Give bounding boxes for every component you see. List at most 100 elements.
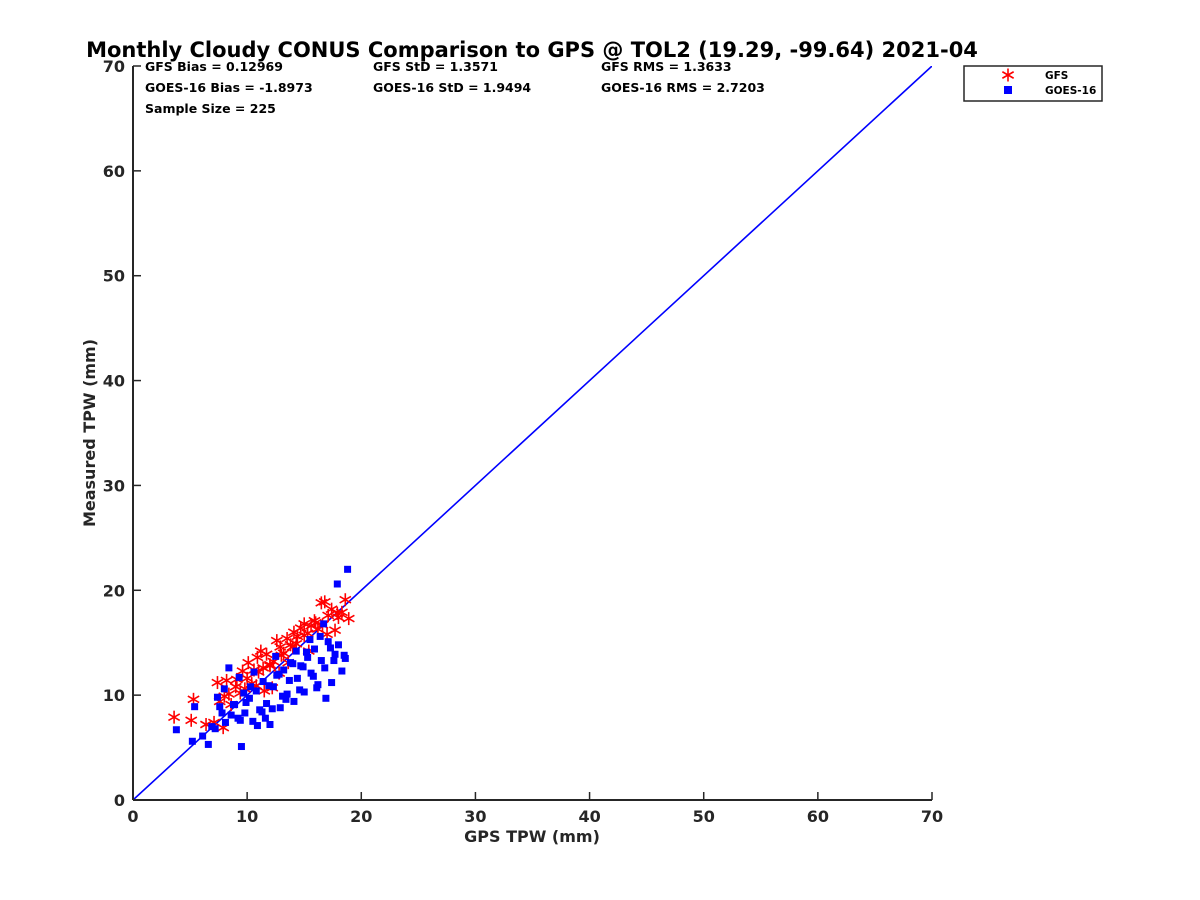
y-tick-label: 40 (103, 372, 125, 391)
data-point-goes16 (293, 674, 301, 682)
data-point-goes16 (276, 704, 284, 712)
data-point-goes16 (252, 687, 260, 695)
data-point-goes16 (204, 740, 212, 748)
data-point-gfs (328, 623, 342, 637)
data-point-goes16 (283, 690, 291, 698)
y-tick-label: 60 (103, 162, 125, 181)
data-point-goes16 (253, 722, 261, 730)
x-tick-label: 10 (236, 807, 258, 826)
data-point-goes16 (330, 657, 338, 665)
legend-marker-gfs (1001, 68, 1015, 82)
data-point-goes16 (309, 672, 317, 680)
data-point-goes16 (313, 684, 321, 692)
data-point-goes16 (259, 678, 267, 686)
data-point-goes16 (320, 620, 328, 628)
legend-label-gfs: GFS (1045, 70, 1068, 82)
data-point-goes16 (285, 676, 293, 684)
y-tick-label: 30 (103, 476, 125, 495)
data-point-goes16 (296, 686, 304, 694)
data-point-goes16 (331, 650, 339, 658)
x-tick-label: 40 (578, 807, 600, 826)
data-point-goes16 (300, 688, 308, 696)
x-tick-label: 30 (464, 807, 486, 826)
data-point-goes16 (220, 685, 228, 693)
data-point-goes16 (306, 636, 314, 644)
data-point-goes16 (338, 667, 346, 675)
data-point-goes16 (241, 709, 249, 717)
stat-text: GFS RMS = 1.3633 (601, 59, 732, 74)
data-point-goes16 (237, 743, 245, 751)
data-point-goes16 (328, 679, 336, 687)
data-point-goes16 (310, 645, 318, 653)
legend-box (963, 65, 1103, 102)
data-point-goes16 (275, 670, 283, 678)
data-point-gfs (260, 647, 273, 661)
data-point-goes16 (191, 703, 199, 711)
data-point-goes16 (249, 717, 257, 725)
legend: GFS GOES-16 (963, 65, 1103, 102)
data-point-goes16 (172, 726, 180, 734)
data-point-goes16 (321, 664, 329, 672)
data-point-goes16 (340, 651, 348, 659)
data-point-goes16 (199, 732, 207, 740)
data-point-gfs (318, 595, 331, 609)
y-tick-label: 50 (103, 267, 125, 286)
stat-text: Sample Size = 225 (145, 101, 276, 116)
data-point-goes16 (324, 638, 332, 646)
data-point-goes16 (289, 660, 297, 668)
data-point-goes16 (280, 666, 288, 674)
x-tick-label: 0 (127, 807, 138, 826)
series-goes-16 (172, 565, 352, 751)
data-point-goes16 (208, 723, 216, 731)
data-point-goes16 (272, 652, 280, 660)
data-point-goes16 (265, 682, 273, 690)
x-tick-label: 20 (350, 807, 372, 826)
data-point-goes16 (250, 668, 258, 676)
data-point-gfs (331, 606, 344, 620)
data-point-goes16 (290, 697, 298, 705)
data-point-goes16 (292, 647, 300, 655)
y-tick-label: 0 (114, 791, 125, 810)
stat-text: GOES-16 RMS = 2.7203 (601, 80, 765, 95)
stats-block: GFS Bias = 0.12969 GFS StD = 1.3571 GFS RM… (145, 59, 765, 116)
data-point-goes16 (304, 653, 312, 661)
data-point-goes16 (240, 689, 248, 697)
data-point-gfs (229, 680, 242, 694)
data-point-goes16 (261, 714, 269, 722)
data-point-gfs (309, 616, 322, 630)
x-tick-label: 50 (693, 807, 715, 826)
stat-text: GOES-16 Bias = -1.8973 (145, 80, 313, 95)
data-point-goes16 (242, 698, 250, 706)
stat-text: GFS StD = 1.3571 (373, 59, 498, 74)
data-point-gfs (168, 710, 181, 724)
x-tick-label: 70 (921, 807, 943, 826)
data-point-gfs (263, 658, 277, 672)
stat-text: GOES-16 StD = 1.9494 (373, 80, 531, 95)
data-point-goes16 (282, 695, 290, 703)
data-point-gfs (211, 676, 224, 690)
data-point-goes16 (263, 700, 271, 708)
y-axis-label: Measured TPW (mm) (80, 339, 99, 527)
data-point-gfs (220, 673, 233, 687)
data-point-goes16 (334, 641, 342, 649)
data-point-gfs (342, 612, 355, 626)
y-tick-label: 70 (103, 57, 125, 76)
data-point-gfs (339, 593, 352, 607)
data-point-goes16 (326, 644, 334, 652)
data-point-goes16 (247, 683, 255, 691)
data-point-goes16 (322, 694, 330, 702)
data-point-goes16 (317, 657, 325, 665)
reference-line (133, 66, 932, 800)
y-tick-label: 10 (103, 686, 125, 705)
data-point-goes16 (344, 565, 352, 573)
data-point-goes16 (258, 708, 266, 716)
stat-text: GFS Bias = 0.12969 (145, 59, 283, 74)
data-point-goes16 (299, 663, 307, 671)
data-point-goes16 (268, 705, 276, 713)
x-axis-label: GPS TPW (mm) (464, 827, 600, 846)
data-point-goes16 (188, 737, 196, 745)
data-point-gfs (298, 617, 311, 631)
data-point-goes16 (236, 716, 244, 724)
data-point-goes16 (221, 718, 229, 726)
